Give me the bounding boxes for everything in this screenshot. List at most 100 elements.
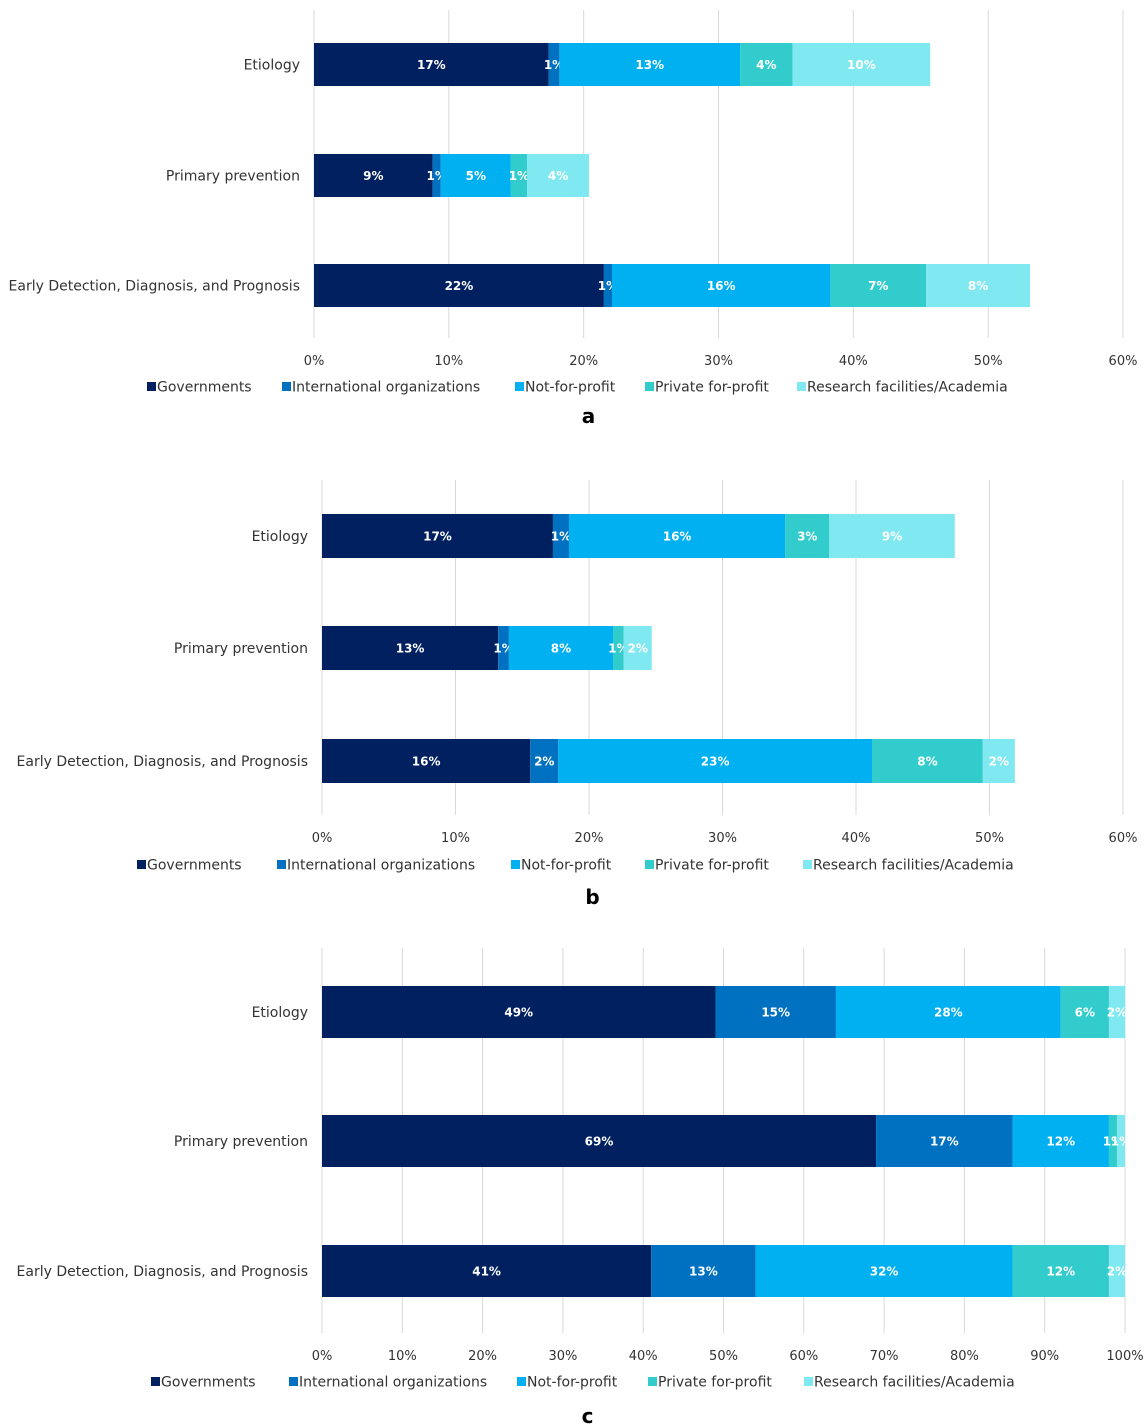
data-label: 2%: [628, 642, 648, 656]
bar-segment: [785, 514, 830, 558]
category-label: Etiology: [252, 1005, 308, 1021]
legend-swatch: [511, 860, 520, 869]
bar-segment: [322, 626, 499, 670]
x-tick-label: 20%: [569, 354, 598, 369]
category-label: Etiology: [252, 529, 308, 545]
category-label: Primary prevention: [166, 169, 300, 185]
x-tick-label: 10%: [388, 1349, 417, 1364]
data-label: 10%: [847, 58, 876, 72]
bar-segment: [1108, 1115, 1117, 1167]
legend-label: Governments: [147, 858, 242, 874]
data-label: 1%: [608, 642, 628, 656]
data-label: 22%: [445, 279, 474, 293]
bar-segment: [603, 264, 612, 307]
data-label: 69%: [585, 1135, 614, 1149]
data-label: 4%: [756, 58, 776, 72]
x-tick-label: 60%: [789, 1349, 818, 1364]
legend-label: Not-for-profit: [521, 858, 612, 874]
legend-swatch: [289, 1377, 298, 1386]
bar-segment: [1108, 986, 1125, 1038]
legend-swatch: [517, 1377, 526, 1386]
legend-label: Governments: [157, 380, 252, 396]
legend-swatch: [645, 860, 654, 869]
x-tick-label: 50%: [974, 354, 1003, 369]
data-label: 8%: [917, 755, 937, 769]
data-label: 1%: [1111, 1135, 1131, 1149]
data-label: 13%: [635, 58, 664, 72]
bar-segment: [1012, 1245, 1109, 1297]
bar-segment: [548, 43, 560, 86]
data-label: 1%: [509, 169, 529, 183]
legend-label: Private for-profit: [655, 858, 769, 874]
x-tick-label: 0%: [312, 1349, 333, 1364]
bar-segment: [322, 1245, 652, 1297]
data-label: 2%: [534, 755, 554, 769]
data-label: 16%: [663, 530, 692, 544]
x-tick-label: 80%: [950, 1349, 979, 1364]
x-tick-label: 50%: [975, 831, 1004, 846]
data-label: 17%: [417, 58, 446, 72]
x-tick-label: 30%: [704, 354, 733, 369]
data-label: 17%: [930, 1135, 959, 1149]
bar-segment: [715, 986, 836, 1038]
x-tick-label: 60%: [1109, 354, 1138, 369]
data-label: 2%: [1107, 1006, 1127, 1020]
bar-segment: [1108, 1245, 1125, 1297]
bar-segment: [530, 739, 559, 783]
data-label: 3%: [797, 530, 817, 544]
chart-panel-b: 0% 10% 20% 30% 40% 50% 60% 17% 1% 16% 3% 9% Etiology…: [17, 480, 1137, 909]
legend-swatch: [645, 382, 654, 391]
category-label: Early Detection, Diagnosis, and Prognosi…: [9, 279, 300, 295]
legend-swatch: [648, 1377, 657, 1386]
legend-label: Research facilities/Academia: [807, 380, 1008, 396]
data-label: 1%: [493, 642, 513, 656]
legend-label: International organizations: [292, 380, 480, 396]
data-label: 2%: [989, 755, 1009, 769]
bar-segment: [440, 154, 511, 197]
legend-label: Not-for-profit: [527, 1375, 618, 1391]
bar-segment: [498, 626, 509, 670]
bar-segment: [558, 739, 873, 783]
data-label: 13%: [689, 1265, 718, 1279]
legend-swatch: [147, 382, 156, 391]
legend-swatch: [277, 860, 286, 869]
category-label: Etiology: [244, 58, 300, 74]
x-tick-label: 10%: [441, 831, 470, 846]
legend-label: Research facilities/Academia: [814, 1375, 1015, 1391]
bar-segment: [792, 43, 931, 86]
legend-swatch: [515, 382, 524, 391]
legend-label: Not-for-profit: [525, 380, 616, 396]
data-label: 7%: [868, 279, 888, 293]
category-label: Primary prevention: [174, 1134, 308, 1150]
data-label: 5%: [466, 169, 486, 183]
bar-segment: [568, 514, 786, 558]
data-label: 16%: [412, 755, 441, 769]
panel-label: b: [585, 885, 599, 909]
data-label: 32%: [870, 1265, 899, 1279]
x-tick-label: 100%: [1106, 1349, 1143, 1364]
legend-swatch: [137, 860, 146, 869]
data-label: 8%: [968, 279, 988, 293]
bar-segment: [552, 514, 569, 558]
x-tick-label: 20%: [575, 831, 604, 846]
category-label: Early Detection, Diagnosis, and Prognosi…: [17, 754, 308, 770]
data-label: 6%: [1075, 1006, 1095, 1020]
bar-segment: [876, 1115, 1013, 1167]
data-label: 13%: [396, 642, 425, 656]
bar-segment: [1012, 1115, 1109, 1167]
x-tick-label: 0%: [304, 354, 325, 369]
bar-segment: [432, 154, 441, 197]
bar-segment: [322, 986, 716, 1038]
data-label: 12%: [1046, 1135, 1075, 1149]
bar-segment: [322, 514, 553, 558]
data-label: 8%: [551, 642, 571, 656]
legend-label: International organizations: [299, 1375, 487, 1391]
x-tick-label: 40%: [629, 1349, 658, 1364]
data-label: 9%: [882, 530, 902, 544]
data-label: 15%: [761, 1006, 790, 1020]
bar-segment: [830, 264, 927, 307]
legend-swatch: [804, 1377, 813, 1386]
legend-label: Governments: [161, 1375, 256, 1391]
legend-label: Private for-profit: [658, 1375, 772, 1391]
